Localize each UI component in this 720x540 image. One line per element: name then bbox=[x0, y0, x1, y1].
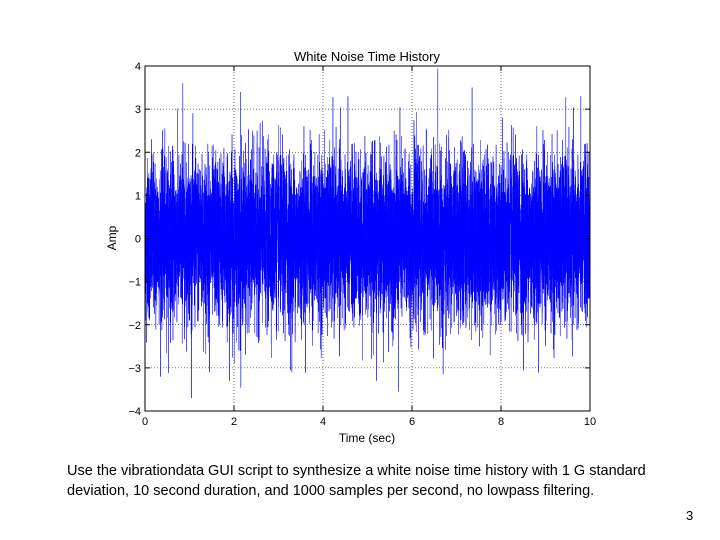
white-noise-chart: White Noise Time History 0 2 4 6 8 10 43210−1… bbox=[105, 49, 596, 445]
x-axis-ticks: 0 2 4 6 8 10 bbox=[142, 66, 596, 428]
y-tick-label: 1 bbox=[135, 190, 141, 202]
slide-caption: Use the vibrationdata GUI script to synt… bbox=[67, 463, 646, 499]
x-tick-label: 8 bbox=[498, 416, 504, 428]
chart-title: White Noise Time History bbox=[294, 49, 440, 64]
y-tick-label: 2 bbox=[135, 147, 141, 159]
y-tick-label: −2 bbox=[128, 320, 141, 332]
x-tick-label: 6 bbox=[409, 416, 415, 428]
x-tick-label: 2 bbox=[231, 416, 237, 428]
y-tick-label: −3 bbox=[128, 363, 141, 375]
y-axis-label: Amp bbox=[105, 225, 119, 250]
white-noise-series bbox=[144, 68, 591, 399]
y-tick-label: 4 bbox=[135, 61, 141, 73]
y-tick-label: −4 bbox=[128, 406, 141, 418]
x-tick-label: 4 bbox=[320, 416, 326, 428]
x-axis-label: Time (sec) bbox=[339, 431, 395, 445]
y-tick-label: −1 bbox=[128, 277, 141, 289]
y-tick-label: 3 bbox=[135, 104, 141, 116]
x-tick-label: 10 bbox=[584, 416, 596, 428]
y-axis-ticks: 4 3 2 1 0 −1 −2 −3 −4 bbox=[128, 61, 590, 418]
x-tick-label: 0 bbox=[142, 416, 148, 428]
y-tick-label: 0 bbox=[135, 234, 141, 246]
page-number: 3 bbox=[686, 508, 694, 523]
